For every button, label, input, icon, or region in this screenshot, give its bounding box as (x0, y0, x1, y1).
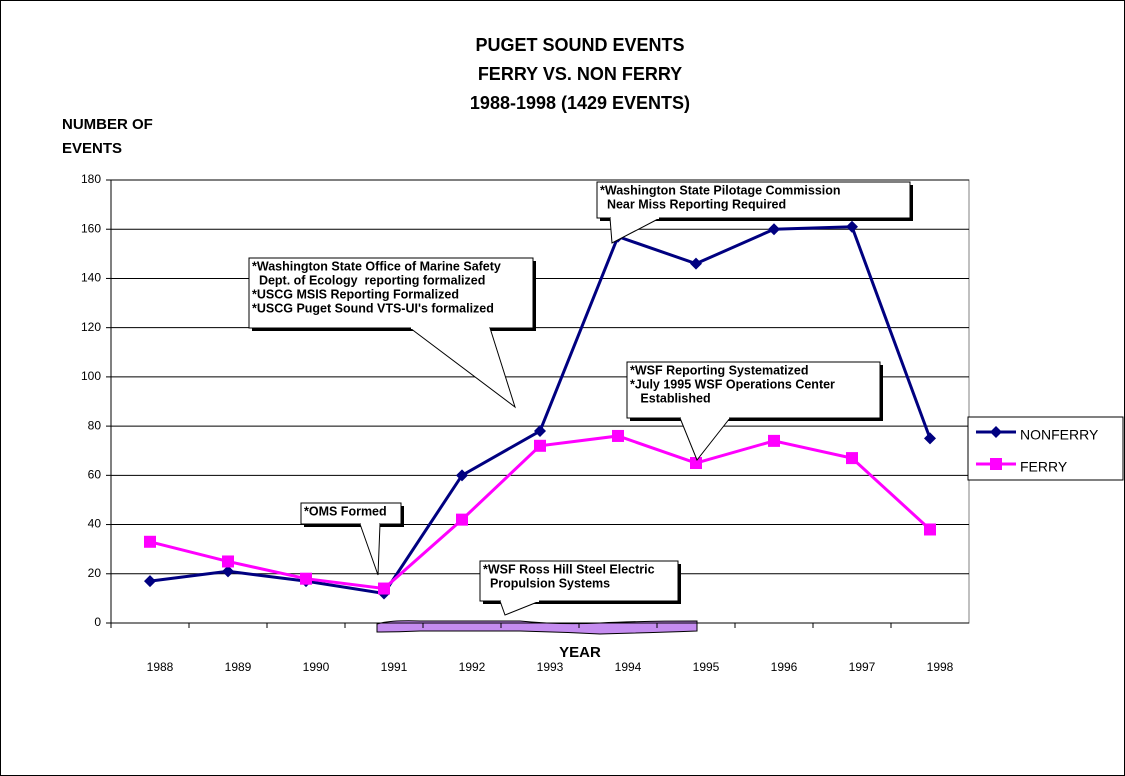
annotation-text: *July 1995 WSF Operations Center (630, 377, 835, 391)
annotation-text: Near Miss Reporting Required (600, 197, 786, 211)
x-tick-label: 1993 (537, 660, 564, 674)
annotation-box (300, 502, 402, 525)
x-tick-label: 1992 (459, 660, 486, 674)
chart-title: FERRY VS. NON FERRY (478, 64, 682, 84)
x-tick-label: 1991 (381, 660, 408, 674)
y-tick-label: 180 (81, 172, 101, 186)
annotation-text: *USCG Puget Sound VTS-UI's formalized (252, 301, 494, 315)
chart-title: PUGET SOUND EVENTS (475, 35, 684, 55)
y-tick-label: 40 (88, 517, 102, 531)
annotation-box (596, 181, 911, 219)
point (378, 582, 390, 595)
point (222, 555, 234, 568)
y-tick-label: 20 (88, 566, 102, 580)
annotation-pointer (609, 217, 661, 244)
annotation-text: *Washington State Office of Marine Safet… (252, 259, 501, 273)
point (690, 257, 702, 270)
x-axis-label: YEAR (559, 644, 601, 661)
point (924, 523, 936, 536)
x-tick-label: 1994 (615, 660, 642, 674)
point (534, 425, 546, 438)
y-tick-label: 160 (81, 221, 101, 235)
chart-title: 1988-1998 (1429 EVENTS) (470, 93, 690, 113)
point (456, 469, 468, 482)
x-tick-label: 1996 (771, 660, 798, 674)
annotation-pointer (359, 523, 381, 576)
annotation-text: Dept. of Ecology reporting formalized (252, 273, 485, 287)
y-axis-label: NUMBER OF (62, 116, 153, 133)
x-tick-label: 1990 (303, 660, 330, 674)
point (768, 223, 780, 236)
point (456, 513, 468, 526)
y-tick-label: 120 (81, 320, 101, 334)
point (690, 457, 702, 470)
x-tick-label: 1995 (693, 660, 720, 674)
annotation: *Washington State Office of Marine Safet… (248, 257, 536, 409)
annotation: *Washington State Pilotage Commission Ne… (596, 181, 913, 244)
y-tick-label: 80 (88, 418, 102, 432)
y-tick-label: 140 (81, 271, 101, 285)
point (222, 565, 234, 578)
annotation-text: Propulsion Systems (483, 576, 610, 590)
y-tick-label: 100 (81, 369, 101, 383)
legend-marker (990, 426, 1002, 438)
annotation-text: *WSF Ross Hill Steel Electric (483, 562, 655, 576)
point (144, 575, 156, 588)
timeline-band (376, 620, 698, 635)
annotation-text: *OMS Formed (304, 504, 387, 518)
point (846, 452, 858, 465)
y-axis-label: EVENTS (62, 140, 122, 157)
annotation: *WSF Ross Hill Steel Electric Propulsion… (479, 560, 681, 616)
legend-marker (990, 458, 1002, 470)
point (300, 572, 312, 585)
legend-label: FERRY (1020, 459, 1068, 475)
annotation-text: Established (630, 391, 711, 405)
point (846, 220, 858, 233)
y-tick-label: 60 (88, 468, 102, 482)
annotation-box (248, 257, 534, 329)
annotation-pointer (409, 327, 516, 409)
x-tick-label: 1998 (927, 660, 954, 674)
x-tick-label: 1997 (849, 660, 876, 674)
x-tick-label: 1989 (225, 660, 252, 674)
y-tick-label: 0 (94, 615, 101, 629)
annotation-pointer (679, 417, 731, 461)
point (534, 439, 546, 452)
point (924, 432, 936, 445)
point (144, 535, 156, 548)
annotation-text: *Washington State Pilotage Commission (600, 183, 841, 197)
annotation-pointer (499, 600, 541, 616)
annotation-box (626, 361, 881, 419)
annotation-text: *USCG MSIS Reporting Formalized (252, 287, 459, 301)
point (768, 434, 780, 447)
annotation-text: *WSF Reporting Systematized (630, 363, 809, 377)
annotation-box (479, 560, 679, 602)
annotation: *OMS Formed (300, 502, 404, 576)
annotation: *WSF Reporting Systematized*July 1995 WS… (626, 361, 883, 461)
legend-label: NONFERRY (1020, 427, 1099, 443)
x-tick-label: 1988 (147, 660, 174, 674)
point (612, 429, 624, 442)
